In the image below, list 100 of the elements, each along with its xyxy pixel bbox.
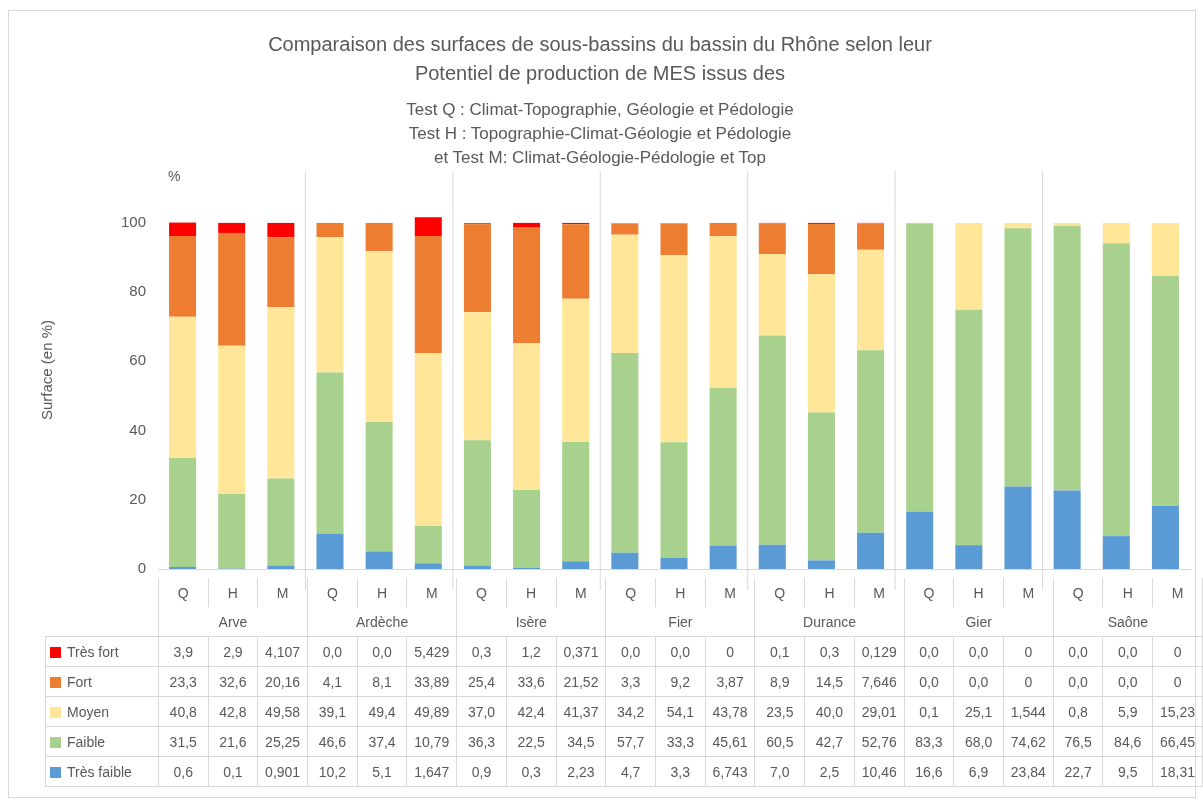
text: Arve xyxy=(158,607,308,637)
data-label: 0,1 xyxy=(904,696,954,727)
data-label: 33,6 xyxy=(506,666,556,697)
data-label: 9,5 xyxy=(1102,756,1153,787)
legend-label: Très faible xyxy=(45,756,159,787)
data-label: 7,0 xyxy=(754,756,805,787)
data-label: 2,9 xyxy=(208,636,258,667)
x-tick-label: M xyxy=(556,578,606,607)
data-label: 33,89 xyxy=(406,666,457,697)
data-label: 36,3 xyxy=(456,726,507,757)
data-label: 46,6 xyxy=(307,726,358,757)
data-label: 42,4 xyxy=(506,696,556,727)
x-tick-label: Q xyxy=(904,578,954,607)
x-tick-label: H xyxy=(357,578,407,607)
x-tick-label: M xyxy=(1003,578,1054,607)
data-label: 16,6 xyxy=(904,756,954,787)
x-tick-label: H xyxy=(1102,578,1153,607)
data-label: 0,0 xyxy=(605,636,656,667)
x-tick-label: Q xyxy=(456,578,507,607)
data-label: 0 xyxy=(1003,636,1054,667)
data-label: 0,1 xyxy=(208,756,258,787)
data-label: 0 xyxy=(1003,666,1054,697)
data-label: 34,5 xyxy=(556,726,606,757)
x-tick-label: H xyxy=(506,578,556,607)
data-label: 0,0 xyxy=(953,636,1004,667)
data-label: 0,0 xyxy=(1053,666,1103,697)
data-label: 0,1 xyxy=(754,636,805,667)
data-label: 39,1 xyxy=(307,696,358,727)
data-label: 2,23 xyxy=(556,756,606,787)
data-label: 6,743 xyxy=(705,756,755,787)
data-label: 3,87 xyxy=(705,666,755,697)
data-label: 20,16 xyxy=(257,666,308,697)
data-label: 76,5 xyxy=(1053,726,1103,757)
data-label: 5,1 xyxy=(357,756,407,787)
data-label: 8,1 xyxy=(357,666,407,697)
data-label: 25,4 xyxy=(456,666,507,697)
x-tick-label: M xyxy=(854,578,905,607)
data-label: 0 xyxy=(1152,636,1203,667)
x-tick-label: Q xyxy=(754,578,805,607)
data-label: 31,5 xyxy=(158,726,209,757)
data-label: 0,0 xyxy=(904,666,954,697)
text: Fier xyxy=(605,607,755,637)
legend-label: Faible xyxy=(45,726,159,757)
data-label: 0,0 xyxy=(655,636,706,667)
legend-label: Moyen xyxy=(45,696,159,727)
data-label: 23,5 xyxy=(754,696,805,727)
data-label: 9,2 xyxy=(655,666,706,697)
data-label: 10,46 xyxy=(854,756,905,787)
data-label: 33,3 xyxy=(655,726,706,757)
data-label: 7,646 xyxy=(854,666,905,697)
data-label: 52,76 xyxy=(854,726,905,757)
data-label: 0,371 xyxy=(556,636,606,667)
x-tick-label: Q xyxy=(605,578,656,607)
data-label: 21,6 xyxy=(208,726,258,757)
data-label: 23,84 xyxy=(1003,756,1054,787)
data-label: 37,4 xyxy=(357,726,407,757)
data-label: 49,4 xyxy=(357,696,407,727)
data-label: 25,1 xyxy=(953,696,1004,727)
data-label: 0,9 xyxy=(456,756,507,787)
y-tick-label: 100 xyxy=(120,213,146,231)
x-tick-label: H xyxy=(208,578,258,607)
data-label: 4,1 xyxy=(307,666,358,697)
data-label: 0,8 xyxy=(1053,696,1103,727)
data-label: 34,2 xyxy=(605,696,656,727)
x-tick-label: Q xyxy=(1053,578,1103,607)
data-label: 23,3 xyxy=(158,666,209,697)
y-tick-label: 60 xyxy=(129,351,146,369)
chart-title: Comparaison des surfaces de sous-bassins du bassin du Rhône selon leur Potentiel de production de MES issus des xyxy=(267,32,933,86)
chart-subtitle: Test Q : Climat-Topographie, Géologie et Pédologie Test H : Topographie-Climat-Géologie et Pédologie et Test M: Climat-Géologie-Pédologie et Top xyxy=(405,99,795,169)
data-label: 5,9 xyxy=(1102,696,1153,727)
data-label: 10,79 xyxy=(406,726,457,757)
y-tick-label: 40 xyxy=(129,420,146,438)
data-label: 5,429 xyxy=(406,636,457,667)
data-label: 42,8 xyxy=(208,696,258,727)
data-label: 60,5 xyxy=(754,726,805,757)
data-label: 32,6 xyxy=(208,666,258,697)
x-tick-label: H xyxy=(804,578,855,607)
data-label: 2,5 xyxy=(804,756,855,787)
y-tick-label: 20 xyxy=(129,489,146,507)
data-label: 3,3 xyxy=(655,756,706,787)
data-label: 1,544 xyxy=(1003,696,1054,727)
data-label: 84,6 xyxy=(1102,726,1153,757)
text: Durance xyxy=(754,607,905,637)
data-label: 0,0 xyxy=(904,636,954,667)
data-label: 43,78 xyxy=(705,696,755,727)
data-label: 4,107 xyxy=(257,636,308,667)
data-label: 0,0 xyxy=(307,636,358,667)
data-label: 18,31 xyxy=(1152,756,1203,787)
data-label: 15,23 xyxy=(1152,696,1203,727)
legend-label: Très fort xyxy=(45,636,159,667)
data-label: 0,0 xyxy=(1053,636,1103,667)
x-tick-label: H xyxy=(953,578,1004,607)
data-label: 0,3 xyxy=(804,636,855,667)
data-label: 22,7 xyxy=(1053,756,1103,787)
text: Saône xyxy=(1053,607,1203,637)
data-label: 0,0 xyxy=(357,636,407,667)
data-label: 25,25 xyxy=(257,726,308,757)
data-label: 83,3 xyxy=(904,726,954,757)
data-label: 49,89 xyxy=(406,696,457,727)
data-label: 40,0 xyxy=(804,696,855,727)
